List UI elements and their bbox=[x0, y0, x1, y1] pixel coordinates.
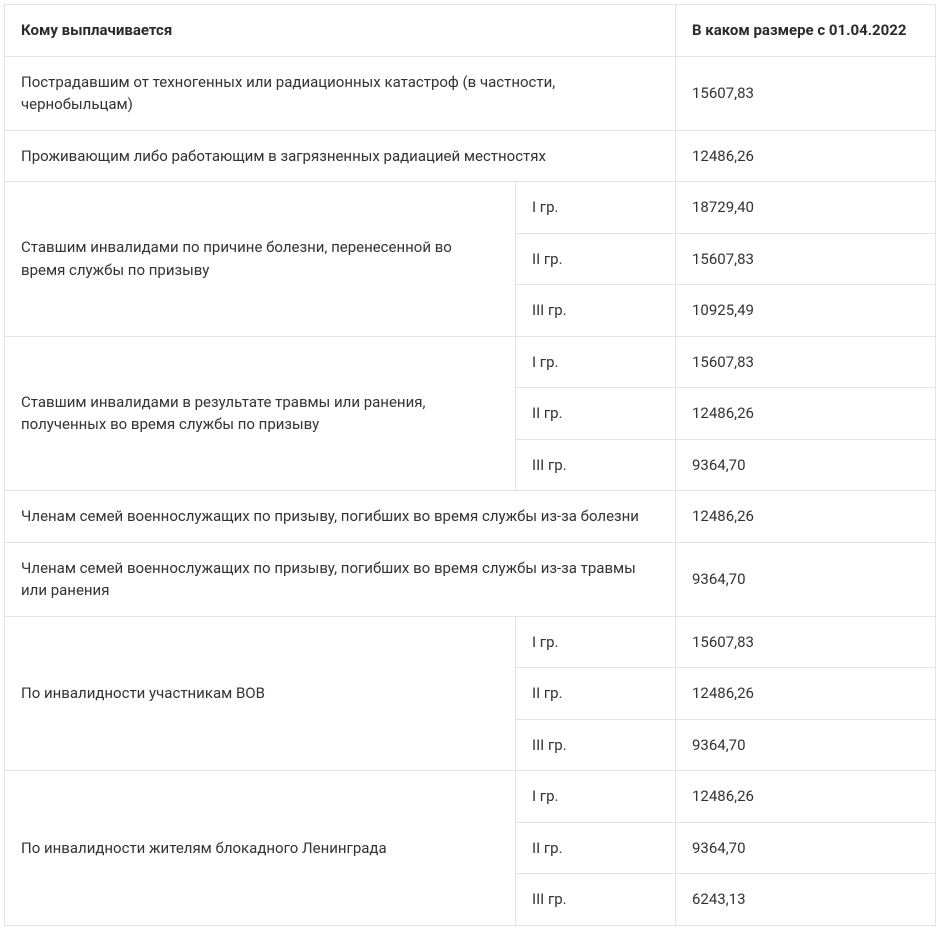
table-row: По инвалидности жителям блокадного Ленин… bbox=[5, 771, 936, 823]
cell-amount: 18729,40 bbox=[676, 182, 936, 234]
cell-amount: 9364,70 bbox=[676, 439, 936, 491]
cell-amount: 12486,26 bbox=[676, 388, 936, 440]
payments-table: Кому выплачивается В каком размере с 01.… bbox=[4, 4, 936, 926]
cell-desc: Проживающим либо работающим в загрязненн… bbox=[5, 130, 676, 182]
cell-group: III гр. bbox=[516, 285, 676, 337]
cell-desc: По инвалидности участникам ВОВ bbox=[5, 616, 516, 771]
cell-amount: 15607,83 bbox=[676, 233, 936, 285]
table-row: Пострадавшим от техногенных или радиацио… bbox=[5, 56, 936, 130]
cell-desc: Членам семей военнослужащих по призыву, … bbox=[5, 491, 676, 543]
cell-group: II гр. bbox=[516, 388, 676, 440]
cell-desc: Членам семей военнослужащих по призыву, … bbox=[5, 542, 676, 616]
table-row: По инвалидности участникам ВОВ I гр. 156… bbox=[5, 616, 936, 668]
cell-amount: 15607,83 bbox=[676, 336, 936, 388]
cell-group: III гр. bbox=[516, 719, 676, 771]
cell-desc: Ставшим инвалидами по причине болезни, п… bbox=[5, 182, 516, 337]
table-row: Членам семей военнослужащих по призыву, … bbox=[5, 542, 936, 616]
cell-amount: 9364,70 bbox=[676, 719, 936, 771]
header-recipient: Кому выплачивается bbox=[5, 5, 676, 57]
cell-amount: 12486,26 bbox=[676, 130, 936, 182]
table-row: Проживающим либо работающим в загрязненн… bbox=[5, 130, 936, 182]
cell-group: III гр. bbox=[516, 439, 676, 491]
cell-group: II гр. bbox=[516, 233, 676, 285]
cell-amount: 15607,83 bbox=[676, 56, 936, 130]
cell-group: III гр. bbox=[516, 874, 676, 926]
cell-amount: 9364,70 bbox=[676, 542, 936, 616]
cell-group: I гр. bbox=[516, 336, 676, 388]
cell-amount: 10925,49 bbox=[676, 285, 936, 337]
table-header-row: Кому выплачивается В каком размере с 01.… bbox=[5, 5, 936, 57]
header-amount: В каком размере с 01.04.2022 bbox=[676, 5, 936, 57]
cell-amount: 12486,26 bbox=[676, 771, 936, 823]
table-row: Ставшим инвалидами по причине болезни, п… bbox=[5, 182, 936, 234]
cell-amount: 9364,70 bbox=[676, 822, 936, 874]
cell-amount: 12486,26 bbox=[676, 491, 936, 543]
cell-desc: По инвалидности жителям блокадного Ленин… bbox=[5, 771, 516, 926]
table-row: Членам семей военнослужащих по призыву, … bbox=[5, 491, 936, 543]
table-row: Ставшим инвалидами в результате травмы и… bbox=[5, 336, 936, 388]
cell-amount: 12486,26 bbox=[676, 668, 936, 720]
cell-group: II гр. bbox=[516, 668, 676, 720]
cell-group: I гр. bbox=[516, 771, 676, 823]
cell-desc: Пострадавшим от техногенных или радиацио… bbox=[5, 56, 676, 130]
cell-desc: Ставшим инвалидами в результате травмы и… bbox=[5, 336, 516, 491]
cell-amount: 15607,83 bbox=[676, 616, 936, 668]
cell-group: II гр. bbox=[516, 822, 676, 874]
cell-group: I гр. bbox=[516, 616, 676, 668]
cell-group: I гр. bbox=[516, 182, 676, 234]
cell-amount: 6243,13 bbox=[676, 874, 936, 926]
